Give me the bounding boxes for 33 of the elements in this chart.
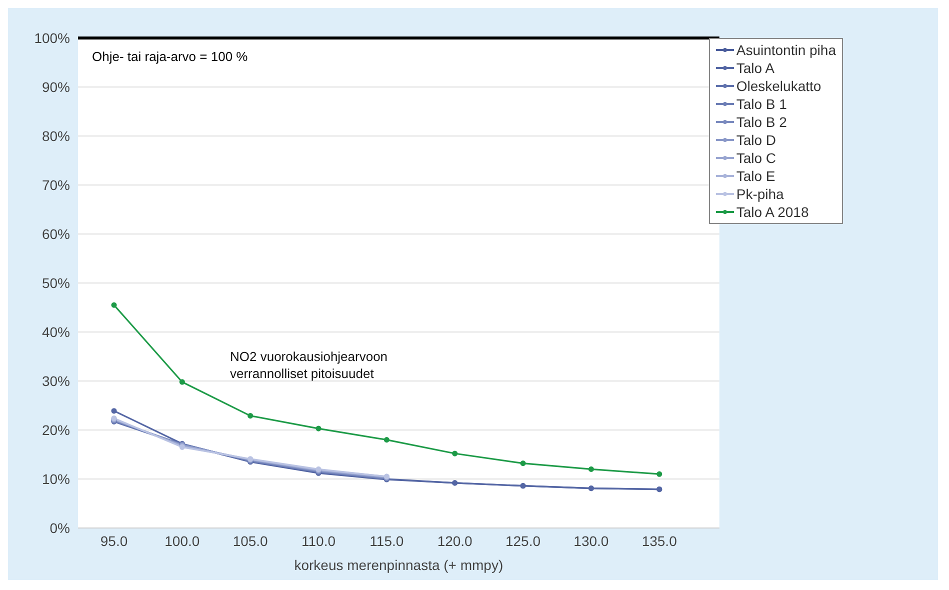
annotation: NO2 vuorokausiohjearvoon verrannolliset pitoisuudet xyxy=(230,348,389,382)
y-tick-label: 100% xyxy=(34,30,70,46)
legend-label: Talo A xyxy=(736,59,774,77)
legend-label: Oleskelukatto xyxy=(736,77,822,95)
y-tick-label: 50% xyxy=(42,274,70,291)
y-tick-label: 30% xyxy=(42,372,70,389)
legend-label: Pk-piha xyxy=(736,185,784,203)
x-tick-label: 95.0 xyxy=(100,532,128,549)
x-tick-label: 105.0 xyxy=(232,532,268,549)
legend-label: Talo C xyxy=(736,149,776,167)
y-tick-label: 20% xyxy=(42,422,70,438)
y-tick-label: 70% xyxy=(42,176,70,193)
y-tick-label: 40% xyxy=(42,324,70,340)
x-tick-label: 120.0 xyxy=(437,532,473,549)
x-tick-label: 130.0 xyxy=(574,532,609,549)
legend-label: Talo D xyxy=(736,131,776,149)
legend-label: Talo E xyxy=(736,167,776,185)
y-tick-label: 90% xyxy=(42,78,70,95)
legend-label: Talo B 2 xyxy=(736,113,787,131)
x-tick-label: 135.0 xyxy=(642,532,678,549)
legend-label: Talo A 2018 xyxy=(736,203,809,221)
x-tick-label: 110.0 xyxy=(302,532,336,549)
y-tick-label: 60% xyxy=(42,226,70,242)
ref-line-label: Ohje- tai raja-arvo = 100 % xyxy=(92,49,248,64)
x-tick-label: 100.0 xyxy=(164,532,200,549)
legend-label: Talo B 1 xyxy=(736,95,787,113)
y-tick-label: 0% xyxy=(50,520,70,536)
x-tick-label: 115.0 xyxy=(370,532,404,549)
y-tick-label: 10% xyxy=(42,470,70,487)
y-tick-label: 80% xyxy=(42,128,70,144)
x-axis-title: korkeus merenpinnasta (+ mmpy) xyxy=(294,557,504,573)
x-tick-label: 125.0 xyxy=(505,532,541,549)
legend-label: Asuintontin piha xyxy=(736,41,836,59)
